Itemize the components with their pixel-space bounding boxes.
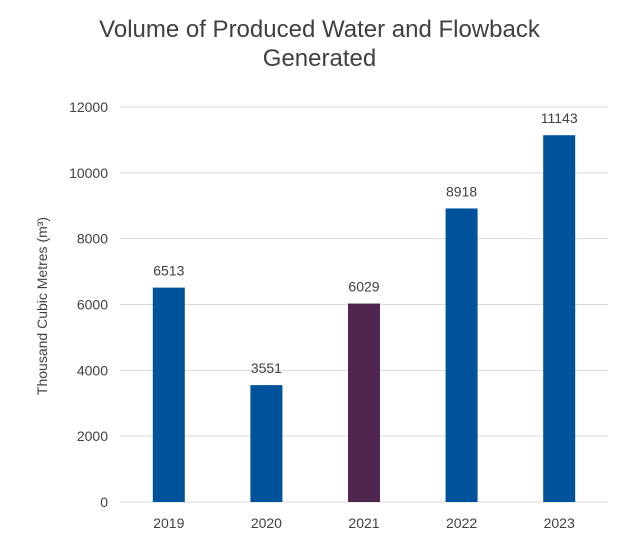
y-axis-label: Thousand Cubic Metres (m³): [34, 217, 50, 395]
y-tick-label: 10000: [69, 165, 108, 181]
y-tick-label: 0: [100, 494, 108, 510]
bar-2021: [348, 303, 380, 502]
x-tick-label-2019: 2019: [153, 515, 184, 531]
data-label-2022: 8918: [446, 183, 477, 199]
chart-title-line-2: Generated: [262, 45, 377, 72]
bar-2019: [152, 287, 185, 502]
y-axis-ticks: 0 2000 4000 6000 8000 10000 12000: [69, 99, 108, 510]
data-label-2019: 6513: [153, 263, 184, 279]
x-axis-ticks: 2019 2020 2021 2022 2023: [153, 515, 575, 531]
data-labels: 6513 3551 6029 8918 11143: [153, 110, 578, 376]
y-tick-label: 8000: [77, 231, 108, 247]
x-tick-label-2022: 2022: [446, 515, 477, 531]
bar-2023: [543, 135, 576, 502]
y-tick-label: 6000: [77, 297, 108, 313]
data-label-2021: 6029: [348, 279, 379, 295]
x-tick-label-2021: 2021: [348, 515, 379, 531]
y-tick-label: 12000: [69, 99, 108, 115]
bar-2022: [445, 208, 478, 503]
y-tick-label: 2000: [77, 428, 108, 444]
bar-2020: [250, 385, 283, 502]
data-label-2020: 3551: [251, 360, 282, 376]
y-tick-label: 4000: [77, 362, 108, 378]
bars: [152, 135, 576, 503]
chart-title-line-1: Volume of Produced Water and Flowback: [99, 16, 540, 43]
data-label-2023: 11143: [541, 110, 578, 126]
x-tick-label-2020: 2020: [251, 515, 282, 531]
x-tick-label-2023: 2023: [544, 515, 575, 531]
